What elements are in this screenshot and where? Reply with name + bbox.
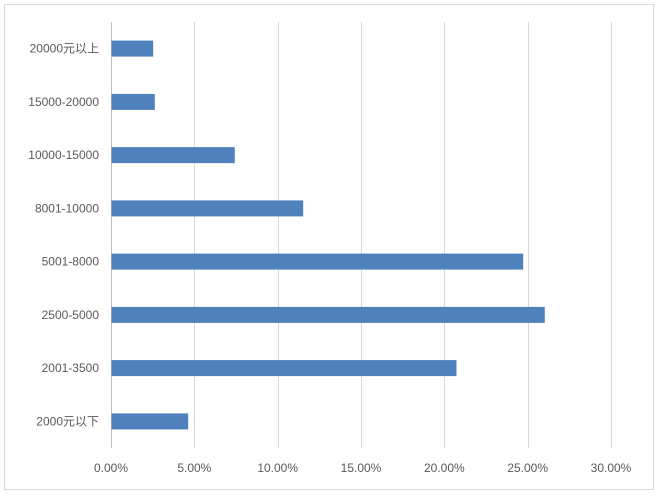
category-label-5: 2500-5000 bbox=[42, 308, 100, 322]
bar-2 bbox=[111, 147, 235, 164]
x-tick-label-1: 5.00% bbox=[177, 461, 211, 475]
bar-0 bbox=[111, 40, 154, 57]
bar-1 bbox=[111, 93, 155, 110]
bar-5 bbox=[111, 306, 545, 323]
x-tick-label-4: 20.00% bbox=[424, 461, 465, 475]
x-tick-label-5: 25.00% bbox=[507, 461, 548, 475]
category-label-1: 15000-20000 bbox=[28, 95, 99, 109]
category-label-2: 10000-15000 bbox=[28, 148, 99, 162]
category-label-4: 5001-8000 bbox=[42, 255, 100, 269]
bar-7 bbox=[111, 413, 189, 430]
x-tick-label-3: 15.00% bbox=[341, 461, 382, 475]
category-label-7: 2000元以下 bbox=[36, 414, 99, 428]
x-tick-label-6: 30.00% bbox=[591, 461, 632, 475]
x-tick-label-2: 10.00% bbox=[257, 461, 298, 475]
bar-3 bbox=[111, 200, 304, 217]
chart-frame bbox=[4, 4, 654, 490]
x-tick-label-0: 0.00% bbox=[94, 461, 128, 475]
category-label-6: 2001-3500 bbox=[42, 361, 100, 375]
category-label-3: 8001-10000 bbox=[35, 201, 99, 215]
category-label-0: 20000元以上 bbox=[30, 42, 99, 56]
bar-6 bbox=[111, 360, 457, 377]
bar-4 bbox=[111, 253, 524, 270]
